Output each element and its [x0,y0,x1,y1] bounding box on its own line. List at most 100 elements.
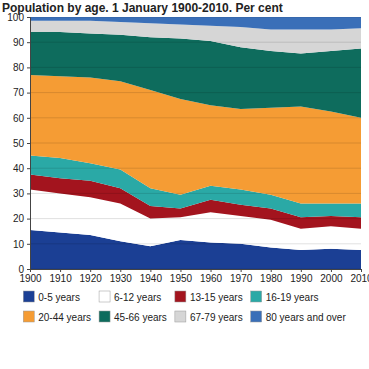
tick-label: 2010 [350,273,369,284]
tick-mark [90,269,91,272]
tick-label: 1980 [260,273,283,284]
legend-swatch [99,311,110,322]
tick-label: 2000 [320,273,343,284]
title: Population by age. 1 January 1900-2010. … [2,1,283,15]
legend-item: 16-19 years [251,291,319,303]
tick-label: 60 [13,113,25,124]
legend-item: 45-66 years [99,311,167,323]
tick-label: 20 [13,213,25,224]
legend-item: 80 years and over [251,311,347,323]
tick-label: 1990 [290,273,313,284]
legend-label: 13-15 years [190,292,243,303]
legend-label: 20-44 years [38,312,91,323]
tick-mark [301,269,302,272]
tick-mark [60,269,61,272]
axis-line [27,18,31,270]
tick-mark [27,67,30,68]
legend-item: 0-5 years [23,291,80,303]
tick-label: 1900 [19,273,42,284]
legend-item: 67-79 years [175,311,243,323]
tick-mark [27,17,30,18]
tick: 50 [13,138,30,149]
grid-line [30,269,361,270]
tick: 1960 [200,269,223,284]
tick: 1900 [19,269,42,284]
tick: 20 [13,213,30,224]
tick-label: 50 [13,138,25,149]
legend-item: 20-44 years [23,311,91,323]
tick-mark [27,42,30,43]
tick: 1970 [230,269,253,284]
legend: 0-5 years 6-12 years 13-15 years 16-19 year… [23,291,346,323]
tick: 2010 [350,269,369,284]
legend-label: 45-66 years [114,312,167,323]
tick-mark [211,269,212,272]
legend-label: 0-5 years [38,292,80,303]
tick-label: 80 [13,62,25,73]
grid-line [30,218,361,219]
legend-label: 67-79 years [190,312,243,323]
tick: 10 [13,239,30,250]
x-axis: 1900 1910 1920 1930 1940 1950 1960 1970 1980 1990… [19,269,369,284]
tick: 1980 [260,269,283,284]
axis-line [31,270,362,273]
tick-mark [331,269,332,272]
tick: 70 [13,87,30,98]
tick: 80 [13,62,30,73]
tick: 100 [7,12,30,23]
tick: 1940 [140,269,163,284]
tick-mark [120,269,121,272]
legend-swatch [251,291,262,302]
tick: 1930 [110,269,133,284]
tick-mark [27,193,30,194]
legend-label: 6-12 years [114,292,161,303]
tick: 1920 [80,269,103,284]
legend-swatch [23,311,34,322]
legend-item: 6-12 years [99,291,161,303]
tick-mark [180,269,181,272]
tick: 90 [13,37,30,48]
tick-label: 10 [13,239,25,250]
tick-label: 1950 [170,273,193,284]
plot: 0102030405060708090100190019101920193019… [7,12,369,284]
areas [30,17,361,269]
grid-line [30,42,361,43]
tick: 60 [13,113,30,124]
grid-line [30,17,361,18]
legend-swatch [23,291,34,302]
tick-label: 1940 [140,273,163,284]
legend-label: 16-19 years [266,292,319,303]
legend-swatch [175,311,186,322]
tick-mark [27,269,30,270]
legend-item: 13-15 years [175,291,243,303]
tick-label: 30 [13,188,25,199]
tick-mark [27,93,30,94]
tick-mark [241,269,242,272]
tick-mark [30,269,31,272]
y-axis: 0102030405060708090100 [7,12,30,275]
tick-mark [27,219,30,220]
tick-label: 1910 [49,273,72,284]
grid-line [30,92,361,93]
tick: 1950 [170,269,193,284]
tick-label: 70 [13,87,25,98]
grid-line [30,117,361,118]
legend-swatch [251,311,262,322]
tick: 1910 [49,269,72,284]
tick-mark [27,244,30,245]
legend-swatch [175,291,186,302]
tick-label: 100 [7,12,24,23]
tick-label: 1970 [230,273,253,284]
tick-mark [150,269,151,272]
tick-label: 40 [13,163,25,174]
grid [30,17,361,269]
grid-line [30,243,361,244]
tick: 2000 [320,269,343,284]
tick: 40 [13,163,30,174]
grid-line [30,143,361,144]
tick-mark [27,168,30,169]
legend-label: 80 years and over [266,312,347,323]
tick-mark [271,269,272,272]
grid-line [30,193,361,194]
tick-label: 90 [13,37,25,48]
